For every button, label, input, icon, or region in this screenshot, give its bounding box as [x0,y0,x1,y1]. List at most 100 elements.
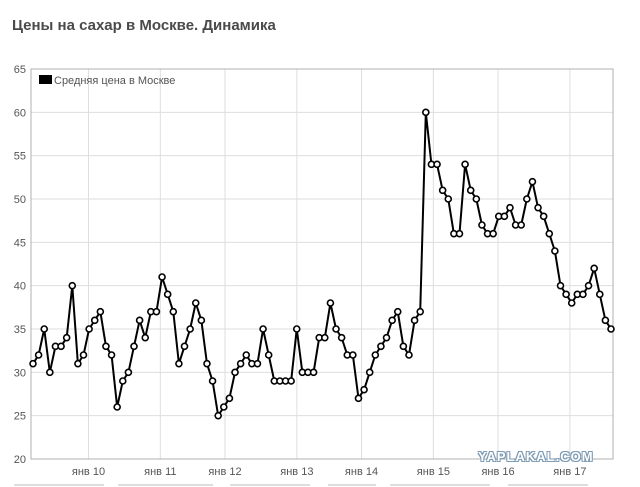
data-point [186,325,194,333]
data-point [152,307,161,316]
data-point [124,368,133,377]
data-point [96,307,105,316]
data-point [438,186,447,195]
y-tick-label: 20 [14,454,26,466]
data-point [601,316,610,325]
data-point [472,195,481,203]
data-point [517,221,526,229]
data-point [433,160,441,169]
legend-label: Средняя цена в Москве [54,75,175,87]
data-point [231,368,239,377]
x-tick-label: янв 16 [481,466,514,478]
data-point [74,359,82,368]
data-point [113,403,121,411]
data-point [607,325,615,333]
y-tick-label: 35 [14,324,26,336]
y-tick-label: 55 [14,151,26,163]
legend-swatch [39,75,52,84]
data-point [489,229,497,238]
axes: 20 25 30 35 40 45 50 55 60 65 янв 10 янв 11 янв 12 ян… [14,64,587,478]
data-point [242,351,251,359]
data-point [523,195,531,203]
data-point [141,333,150,342]
x-tick-label: янв 12 [208,466,241,478]
data-point [388,316,396,325]
data-point [46,368,54,377]
data-point [220,403,228,411]
data-point [444,195,453,203]
data-point [62,333,71,342]
data-point [79,351,88,359]
data-point [29,359,37,368]
x-tick-label: янв 13 [280,466,313,478]
data-point [500,212,509,221]
chart-title: Цены на сахар в Москве. Динамика [12,17,276,34]
data-point [393,307,402,316]
data-point [208,377,217,385]
data-point [590,264,598,273]
data-point [365,368,374,377]
data-point [584,281,593,290]
data-point [410,316,419,325]
y-tick-label: 60 [14,107,26,119]
data-point [292,325,301,333]
data-point [107,351,116,359]
x-tick-label: янв 15 [417,466,450,478]
data-point [135,316,144,325]
data-point [236,359,245,368]
data-point [534,203,542,212]
data-point [354,394,363,403]
bottom-cropped-bar [14,484,614,487]
data-point [253,359,262,368]
data-point [225,394,234,403]
data-point [360,385,368,394]
data-point [416,307,425,316]
data-point [377,342,385,351]
data-point [349,351,357,359]
data-point [528,177,537,186]
data-point [90,316,99,325]
data-point [163,290,172,299]
data-point [259,325,267,333]
data-point [118,377,127,385]
data-point [158,273,166,281]
series-price-moscow [29,108,615,420]
data-point [175,359,183,368]
data-point [191,299,200,307]
y-tick-label: 25 [14,411,26,423]
data-point [40,325,49,333]
data-point [180,342,189,351]
data-point [309,368,318,377]
watermark-logo: YAPLAKAL.COM [478,449,594,464]
data-point [399,342,408,351]
data-point [567,299,576,307]
data-point [579,290,587,299]
y-tick-label: 30 [14,367,26,379]
x-tick-label: янв 14 [345,466,378,478]
data-point [85,325,93,333]
data-point [545,229,554,238]
data-point [382,333,391,342]
series-line [32,111,612,417]
y-tick-label: 45 [14,237,26,249]
data-point [466,186,475,195]
y-tick-label: 50 [14,194,26,206]
data-point [169,307,178,316]
data-point [203,359,211,368]
data-point [57,342,65,351]
data-point [539,212,548,221]
data-point [337,333,346,342]
data-point [130,342,138,351]
x-tick-label: янв 11 [144,466,176,478]
data-point [422,108,430,117]
data-point [197,316,206,325]
data-point [551,247,559,255]
data-point [595,290,604,299]
data-point [562,290,570,299]
data-point [455,229,464,238]
data-point [371,351,380,359]
data-point [68,281,77,290]
y-tick-label: 65 [14,64,26,76]
plot-frame [30,68,614,460]
